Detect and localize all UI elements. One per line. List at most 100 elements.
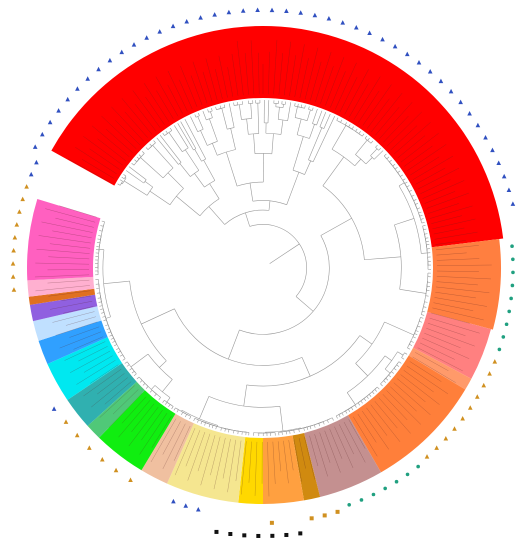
branch <box>409 189 413 192</box>
branch <box>124 180 148 196</box>
branch <box>121 183 123 185</box>
marker <box>144 35 149 40</box>
branch <box>238 104 242 120</box>
leaf-label <box>78 346 108 362</box>
leaf-label <box>325 56 345 106</box>
leaf-label <box>73 336 104 350</box>
branch <box>340 119 343 123</box>
branch <box>425 295 429 297</box>
branch <box>358 131 361 134</box>
marker <box>214 529 219 534</box>
branch <box>312 108 318 124</box>
branch <box>103 280 130 284</box>
branch <box>173 125 189 148</box>
branch <box>141 151 145 154</box>
branch <box>151 385 156 390</box>
leaf-label <box>231 53 239 96</box>
branch <box>99 248 104 251</box>
branch <box>312 115 335 163</box>
clade-band <box>29 294 98 322</box>
leaf-label <box>436 245 479 251</box>
branch <box>165 130 168 134</box>
branch <box>225 151 238 187</box>
branch <box>149 389 153 393</box>
branch <box>239 235 330 335</box>
leaf-label <box>397 378 426 403</box>
clade-band <box>141 413 194 484</box>
marker <box>383 486 387 491</box>
clade-band <box>348 355 466 473</box>
leaf-label <box>436 264 492 266</box>
marker <box>394 479 399 484</box>
branch <box>138 154 142 157</box>
branch <box>318 423 321 427</box>
branch <box>131 370 135 374</box>
branch <box>396 364 400 367</box>
leaf-label <box>143 83 170 122</box>
branch <box>271 133 274 154</box>
branch <box>173 407 176 411</box>
branch <box>123 174 127 177</box>
branch <box>215 426 217 430</box>
marker <box>326 16 332 21</box>
branch <box>316 110 323 126</box>
branch <box>326 419 329 423</box>
leaf-label <box>288 440 294 471</box>
branch <box>420 218 424 220</box>
branch <box>355 128 358 132</box>
branch <box>383 365 397 381</box>
branch <box>221 108 228 130</box>
branch <box>219 105 222 109</box>
marker <box>452 426 457 431</box>
branch <box>129 281 167 362</box>
branch <box>392 163 396 167</box>
marker <box>212 12 217 17</box>
branch <box>360 400 363 404</box>
branch <box>417 325 421 328</box>
leaf-label <box>298 438 306 469</box>
branch <box>295 117 308 121</box>
leaf-label <box>329 428 343 459</box>
branch <box>103 319 107 322</box>
leaf-label <box>104 381 132 405</box>
branch <box>400 174 403 177</box>
branch <box>306 426 309 430</box>
leaf-label <box>36 248 90 254</box>
marker <box>347 503 351 507</box>
leaf-label <box>65 316 97 326</box>
marker <box>510 283 515 288</box>
branch <box>366 396 369 399</box>
branch <box>154 393 157 397</box>
marker <box>10 274 16 279</box>
marker <box>367 30 372 36</box>
branch <box>228 329 240 360</box>
branch <box>331 417 334 421</box>
branch <box>130 353 149 368</box>
branch <box>418 211 422 214</box>
branch <box>101 220 105 223</box>
branch <box>224 428 226 432</box>
leaf-label <box>59 205 97 218</box>
branch <box>355 363 368 377</box>
leaf-label <box>353 416 378 457</box>
branch <box>398 361 402 364</box>
leaf-label <box>244 52 249 95</box>
branch <box>249 183 254 202</box>
leaf-label <box>89 148 120 170</box>
leaf-label <box>273 39 278 95</box>
branch <box>233 102 235 106</box>
branch <box>126 364 130 367</box>
branch <box>363 398 367 402</box>
marker <box>298 10 303 15</box>
branch <box>306 109 311 121</box>
branch <box>375 147 379 151</box>
leaf-label <box>267 441 270 497</box>
branch <box>294 105 301 108</box>
leaf-label <box>436 258 480 261</box>
branch <box>375 144 378 148</box>
branch <box>124 361 128 364</box>
branch <box>384 355 392 361</box>
branch <box>393 368 397 371</box>
leaf-label <box>404 145 433 167</box>
leaf-label <box>434 297 488 307</box>
